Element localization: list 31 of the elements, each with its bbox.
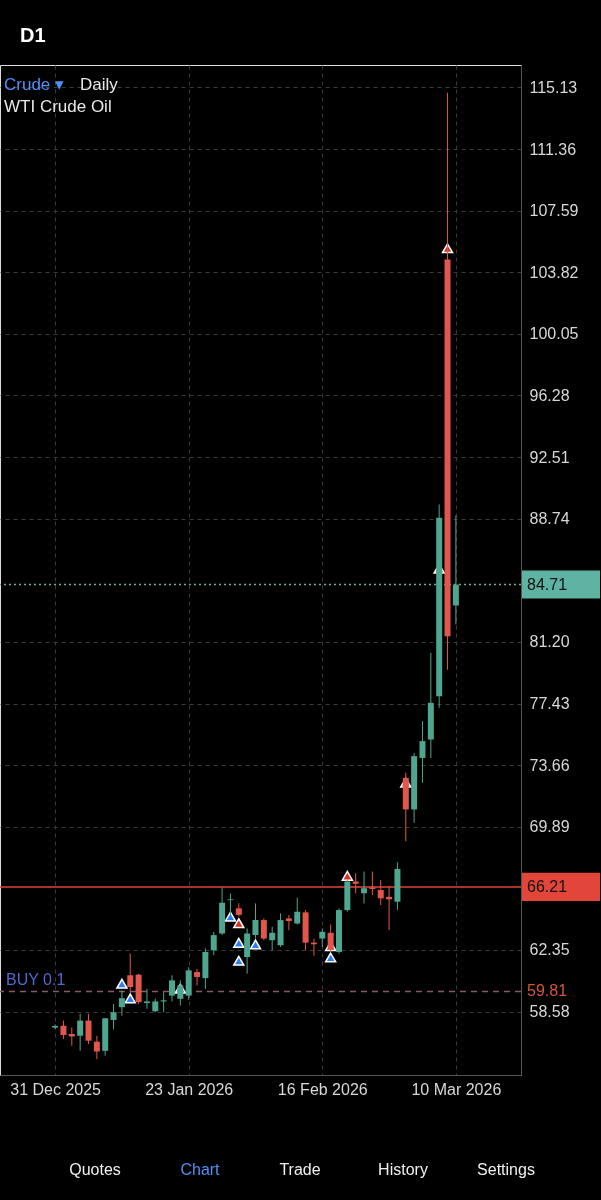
x-tick-label: 23 Jan 2026 [145,1080,234,1098]
text: Chart [180,1161,221,1178]
ref-line-label: 59.81 [527,982,568,1000]
text: History [378,1161,428,1178]
y-tick-label: 107.59 [529,202,579,220]
y-tick-label: 88.74 [529,510,570,528]
text: Quotes [69,1161,121,1178]
y-tick-label: 62.35 [529,941,570,959]
text: D1 [20,24,46,46]
y-tick-label: 103.82 [529,263,579,281]
y-tick-label: 69.89 [529,818,570,836]
y-tick-label: 96.28 [529,386,570,404]
y-tick-label: 73.66 [529,756,570,774]
y-tick-label: 81.20 [529,633,570,651]
text: Trade [279,1161,321,1178]
ref-line-label: 84.71 [527,575,568,593]
y-tick-label: 58.58 [529,1003,570,1021]
y-tick-label: 77.43 [529,695,570,713]
annotation: BUY 0.1 [6,971,66,989]
annotation: WTI Crude Oil [4,97,112,116]
x-tick-label: 16 Feb 2026 [277,1080,368,1098]
x-tick-label: 10 Mar 2026 [411,1080,502,1098]
x-tick-label: 31 Dec 2025 [10,1080,102,1098]
y-tick-label: 111.36 [529,140,577,158]
y-tick-label: 100.05 [529,325,579,343]
y-tick-label: 115.13 [529,78,578,96]
text: Settings [477,1161,535,1178]
text: Daily [80,75,119,94]
y-tick-label: 92.51 [529,448,570,466]
text: Crude ▾ [4,75,65,94]
ref-line-label: 66.21 [527,877,568,895]
